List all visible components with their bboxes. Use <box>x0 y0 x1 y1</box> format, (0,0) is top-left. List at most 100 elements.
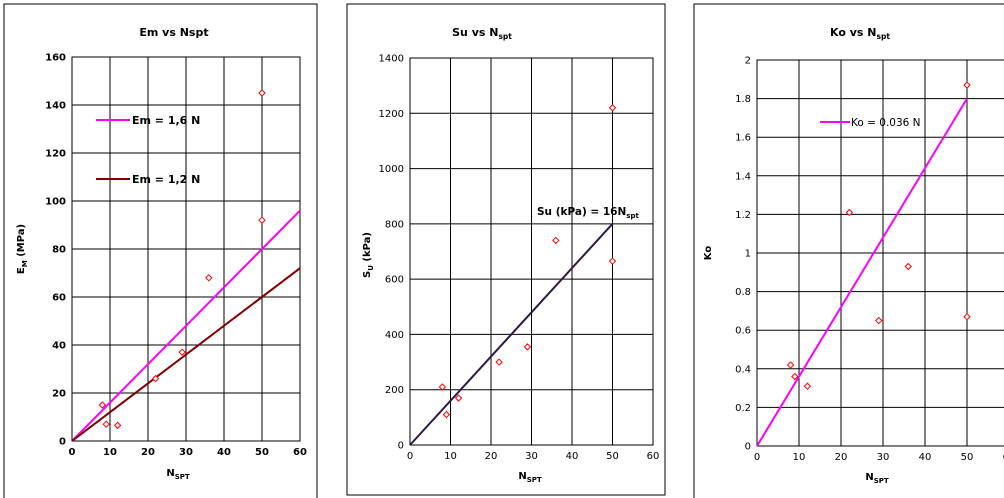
y-tick-label: 1400 <box>379 54 404 65</box>
data-point <box>803 382 812 390</box>
fit-line-annotation: Su (kPa) = 16Nspt <box>537 206 639 220</box>
chart-panel-em: Em vs Nspt 0 10 20 30 40 50 60 0 20 40 60 80 100 120… <box>3 3 318 498</box>
legend: Em = 1,6 N Em = 1,2 N <box>96 114 200 186</box>
x-axis-label: NSPT <box>518 471 542 484</box>
data-point <box>608 104 617 112</box>
chart-panel-su: Su vs Nspt 0 10 20 30 40 50 60 0 200 400 600 800 10… <box>346 3 666 496</box>
data-points <box>438 104 617 419</box>
data-point <box>608 257 617 265</box>
chart-title: Ko vs Nspt <box>830 26 890 41</box>
gridlines <box>409 57 654 446</box>
y-tick-label: 0 <box>745 442 751 453</box>
x-axis-label: NSPT <box>166 468 190 481</box>
fit-line <box>756 98 968 447</box>
y-tick-label: 1200 <box>379 109 404 120</box>
data-points <box>786 81 971 390</box>
y-tick-label: 1 <box>745 249 751 260</box>
y-tick-label: 100 <box>45 197 66 208</box>
data-point <box>102 420 110 428</box>
legend-label-em-1-6: Em = 1,6 N <box>132 114 200 127</box>
data-point <box>258 89 266 97</box>
y-tick-label: 0.8 <box>735 287 751 298</box>
data-point <box>258 216 266 224</box>
y-tick-label: 1.2 <box>735 210 751 221</box>
x-tick-label: 20 <box>835 452 848 463</box>
x-tick-label: 40 <box>566 451 579 462</box>
data-point <box>786 361 795 369</box>
fit-lines <box>756 98 968 447</box>
x-tick-label: 40 <box>217 447 231 458</box>
x-tick-label: 10 <box>103 447 117 458</box>
y-tick-label: 1000 <box>379 164 404 175</box>
data-points <box>98 89 266 430</box>
y-tick-label: 200 <box>385 385 404 396</box>
data-point <box>495 358 503 366</box>
fit-line <box>409 223 614 446</box>
x-tick-label: 60 <box>647 451 660 462</box>
x-tick-label: 10 <box>444 451 457 462</box>
data-point <box>205 274 213 282</box>
data-point <box>98 401 107 409</box>
y-axis-label: Ko <box>703 246 714 261</box>
y-tick-label: 60 <box>52 293 66 304</box>
y-tick-label: 20 <box>52 389 66 400</box>
y-tick-label: 0.2 <box>735 403 751 414</box>
x-tick-label: 30 <box>525 451 538 462</box>
data-point <box>178 348 186 356</box>
data-point <box>963 81 971 89</box>
y-tick-label: 0.4 <box>735 364 751 375</box>
data-point <box>904 262 912 271</box>
gridlines <box>756 59 1004 447</box>
x-tick-label: 0 <box>407 451 413 462</box>
y-tick-label: 800 <box>385 219 404 230</box>
legend: Ko = 0.036 N <box>820 117 921 129</box>
data-point <box>845 208 854 217</box>
fit-line <box>71 209 301 442</box>
x-tick-label: 0 <box>754 452 760 463</box>
y-tick-label: 120 <box>45 149 66 160</box>
y-tick-label: 0 <box>398 441 404 452</box>
x-tick-label: 60 <box>293 447 307 458</box>
y-tick-label: 0 <box>59 437 66 448</box>
y-tick-labels: 0 0.2 0.4 0.6 0.8 1 1.2 1.4 1.6 1.8 2 <box>735 56 751 453</box>
x-tick-label: 10 <box>793 452 806 463</box>
chart-panel-ko: Ko vs Nspt 0 10 20 30 40 50 60 0 0.2 0.4 0.6 0.8 1 1… <box>693 3 1004 498</box>
data-point <box>113 421 122 430</box>
y-tick-label: 160 <box>45 53 66 64</box>
x-tick-label: 30 <box>877 452 890 463</box>
y-tick-label: 2 <box>745 56 751 67</box>
y-tick-label: 140 <box>45 101 66 112</box>
x-tick-label: 60 <box>1003 452 1004 463</box>
x-tick-label: 40 <box>919 452 932 463</box>
data-point <box>438 383 447 391</box>
chart-title: Em vs Nspt <box>139 26 208 39</box>
y-tick-label: 1.6 <box>735 133 751 144</box>
data-point <box>523 343 532 351</box>
x-tick-labels: 0 10 20 30 40 50 60 <box>407 451 660 462</box>
y-axis-label: SU (kPa) <box>362 232 375 278</box>
data-point <box>875 316 883 325</box>
x-tick-label: 50 <box>961 452 974 463</box>
data-point <box>552 236 560 245</box>
x-tick-label: 20 <box>141 447 155 458</box>
data-point <box>791 372 799 381</box>
y-tick-label: 1.8 <box>735 94 751 105</box>
x-tick-labels: 0 10 20 30 40 50 60 <box>69 447 307 458</box>
data-point <box>963 312 971 321</box>
y-tick-label: 0.6 <box>735 326 751 337</box>
y-tick-label: 1.4 <box>735 171 751 182</box>
chart-title: Su vs Nspt <box>452 26 512 41</box>
y-tick-labels: 0 200 400 600 800 1000 1200 1400 <box>379 54 404 452</box>
y-tick-label: 40 <box>52 341 66 352</box>
y-tick-label: 600 <box>385 275 404 286</box>
y-tick-labels: 0 20 40 60 80 100 120 140 160 <box>45 53 66 448</box>
y-tick-label: 400 <box>385 330 404 341</box>
data-point <box>442 410 451 419</box>
fit-lines <box>409 223 614 446</box>
legend-label-em-1-2: Em = 1,2 N <box>132 173 200 186</box>
fit-line <box>71 267 301 442</box>
data-point <box>454 394 463 402</box>
x-tick-label: 30 <box>179 447 193 458</box>
x-tick-label: 50 <box>255 447 269 458</box>
